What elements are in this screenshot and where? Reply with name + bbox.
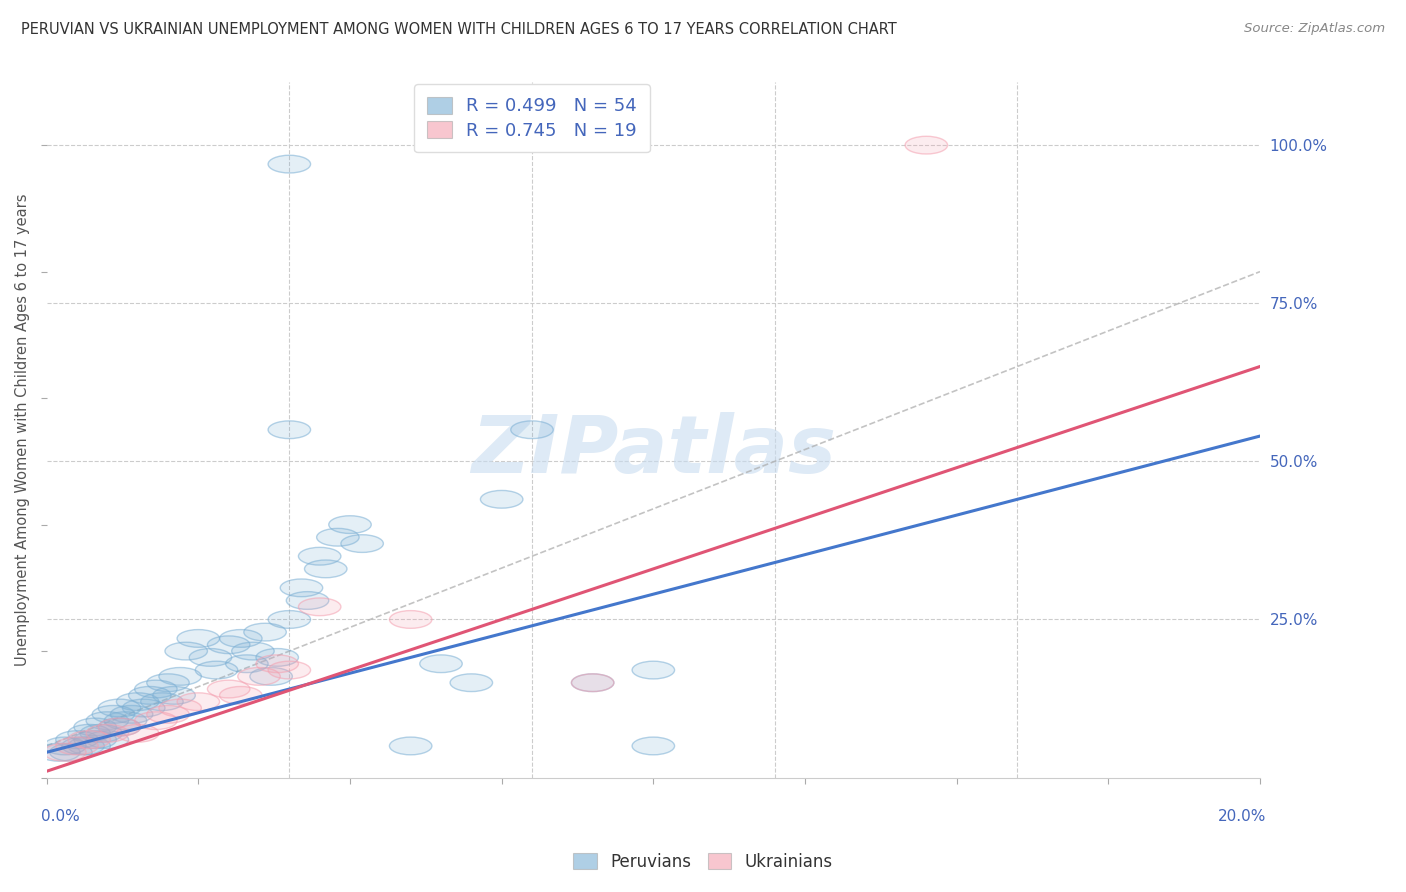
Text: PERUVIAN VS UKRAINIAN UNEMPLOYMENT AMONG WOMEN WITH CHILDREN AGES 6 TO 17 YEARS : PERUVIAN VS UKRAINIAN UNEMPLOYMENT AMONG… (21, 22, 897, 37)
Ellipse shape (110, 706, 153, 723)
Ellipse shape (38, 743, 80, 761)
Ellipse shape (146, 673, 190, 691)
Ellipse shape (329, 516, 371, 533)
Ellipse shape (450, 673, 492, 691)
Ellipse shape (141, 693, 183, 711)
Ellipse shape (571, 673, 614, 691)
Ellipse shape (269, 421, 311, 439)
Ellipse shape (67, 731, 110, 748)
Legend: R = 0.499   N = 54, R = 0.745   N = 19: R = 0.499 N = 54, R = 0.745 N = 19 (415, 84, 650, 153)
Ellipse shape (93, 706, 135, 723)
Ellipse shape (56, 731, 98, 748)
Ellipse shape (104, 712, 146, 730)
Legend: Peruvians, Ukrainians: Peruvians, Ukrainians (565, 845, 841, 880)
Text: 20.0%: 20.0% (1218, 809, 1265, 824)
Ellipse shape (86, 731, 128, 748)
Ellipse shape (280, 579, 323, 597)
Ellipse shape (128, 687, 172, 704)
Ellipse shape (238, 667, 280, 685)
Ellipse shape (287, 591, 329, 609)
Ellipse shape (510, 421, 553, 439)
Ellipse shape (190, 648, 232, 666)
Ellipse shape (177, 630, 219, 648)
Ellipse shape (117, 724, 159, 742)
Ellipse shape (195, 661, 238, 679)
Ellipse shape (250, 667, 292, 685)
Ellipse shape (298, 598, 340, 615)
Ellipse shape (633, 737, 675, 755)
Ellipse shape (159, 699, 201, 717)
Y-axis label: Unemployment Among Women with Children Ages 6 to 17 years: Unemployment Among Women with Children A… (15, 194, 30, 666)
Text: 0.0%: 0.0% (41, 809, 79, 824)
Ellipse shape (243, 624, 287, 641)
Ellipse shape (571, 673, 614, 691)
Ellipse shape (146, 706, 190, 723)
Ellipse shape (389, 611, 432, 628)
Ellipse shape (86, 724, 128, 742)
Ellipse shape (219, 687, 262, 704)
Ellipse shape (177, 693, 219, 711)
Ellipse shape (135, 712, 177, 730)
Ellipse shape (44, 743, 86, 761)
Ellipse shape (905, 136, 948, 154)
Ellipse shape (225, 655, 269, 673)
Ellipse shape (86, 712, 128, 730)
Ellipse shape (305, 560, 347, 578)
Text: ZIPatlas: ZIPatlas (471, 411, 835, 490)
Ellipse shape (62, 737, 104, 755)
Ellipse shape (98, 718, 141, 736)
Ellipse shape (75, 731, 117, 748)
Ellipse shape (219, 630, 262, 648)
Ellipse shape (98, 699, 141, 717)
Ellipse shape (44, 737, 86, 755)
Ellipse shape (269, 661, 311, 679)
Ellipse shape (75, 718, 117, 736)
Ellipse shape (389, 737, 432, 755)
Ellipse shape (208, 681, 250, 698)
Text: Source: ZipAtlas.com: Source: ZipAtlas.com (1244, 22, 1385, 36)
Ellipse shape (420, 655, 463, 673)
Ellipse shape (633, 661, 675, 679)
Ellipse shape (232, 642, 274, 660)
Ellipse shape (298, 548, 340, 565)
Ellipse shape (98, 718, 141, 736)
Ellipse shape (165, 642, 208, 660)
Ellipse shape (269, 155, 311, 173)
Ellipse shape (80, 724, 122, 742)
Ellipse shape (481, 491, 523, 508)
Ellipse shape (122, 699, 165, 717)
Ellipse shape (135, 681, 177, 698)
Ellipse shape (153, 687, 195, 704)
Ellipse shape (340, 534, 384, 552)
Ellipse shape (67, 737, 110, 755)
Ellipse shape (49, 743, 93, 761)
Ellipse shape (117, 693, 159, 711)
Ellipse shape (56, 737, 98, 755)
Ellipse shape (67, 724, 110, 742)
Ellipse shape (208, 636, 250, 654)
Ellipse shape (256, 648, 298, 666)
Ellipse shape (269, 611, 311, 628)
Ellipse shape (316, 528, 359, 546)
Ellipse shape (159, 667, 201, 685)
Ellipse shape (256, 655, 298, 673)
